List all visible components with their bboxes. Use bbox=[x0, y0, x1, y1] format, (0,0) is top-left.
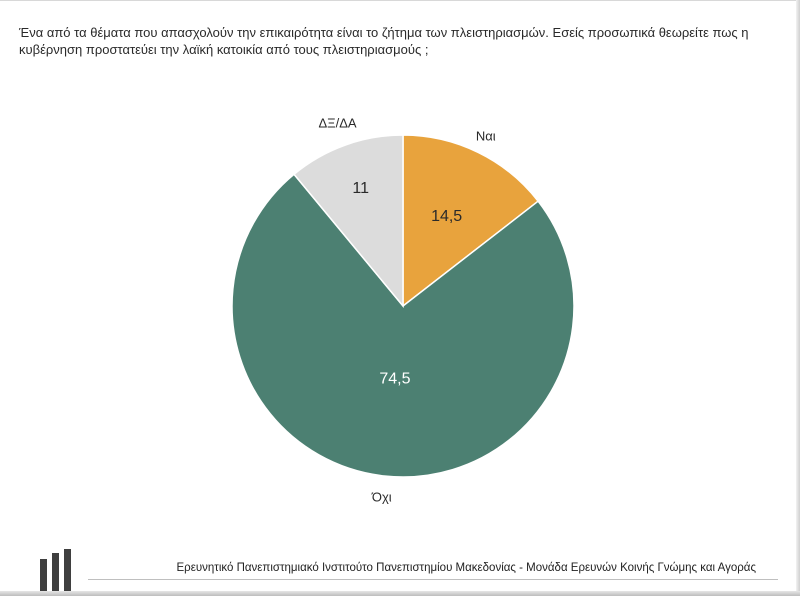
pie-slice-0 bbox=[402, 134, 540, 308]
frame-bottom-border bbox=[0, 591, 800, 596]
pie-category-label-1: Όχι bbox=[371, 490, 392, 505]
pie-value-label-1: 74,5 bbox=[379, 370, 410, 387]
pie-value-label-0: 14,5 bbox=[431, 208, 462, 225]
frame-right-border bbox=[796, 0, 800, 596]
pie-category-label-0: Ναι bbox=[476, 129, 496, 144]
pie-category-label-2: ΔΞ/ΔΑ bbox=[318, 116, 356, 131]
pie-value-label-2: 11 bbox=[352, 180, 369, 197]
footer-divider bbox=[88, 579, 778, 580]
institute-logo bbox=[40, 549, 76, 591]
footer-institution: Ερευνητικό Πανεπιστημιακό Ινστιτούτο Παν… bbox=[176, 562, 757, 574]
frame-top-border bbox=[0, 0, 800, 1]
pie-slice-2 bbox=[292, 134, 404, 309]
pie-slice-1 bbox=[231, 173, 575, 478]
survey-question: Ένα από τα θέματα που απασχολούν την επι… bbox=[19, 25, 749, 57]
